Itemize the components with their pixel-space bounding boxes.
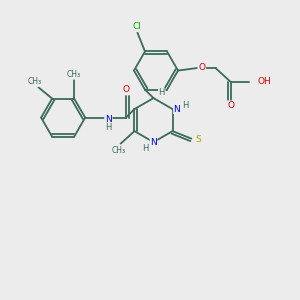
Text: H: H xyxy=(158,88,165,97)
Text: CH₃: CH₃ xyxy=(67,70,81,79)
Text: N: N xyxy=(105,115,112,124)
Text: N: N xyxy=(150,138,157,147)
Text: CH₃: CH₃ xyxy=(112,146,126,154)
Text: CH₃: CH₃ xyxy=(28,77,42,86)
Text: S: S xyxy=(195,135,201,144)
Text: Cl: Cl xyxy=(132,22,141,31)
Text: OH: OH xyxy=(258,77,271,86)
Text: N: N xyxy=(174,105,180,114)
Text: O: O xyxy=(122,85,130,94)
Text: H: H xyxy=(182,101,188,110)
Text: H: H xyxy=(142,144,148,153)
Text: H: H xyxy=(105,122,112,131)
Text: O: O xyxy=(227,101,234,110)
Text: O: O xyxy=(199,63,206,72)
